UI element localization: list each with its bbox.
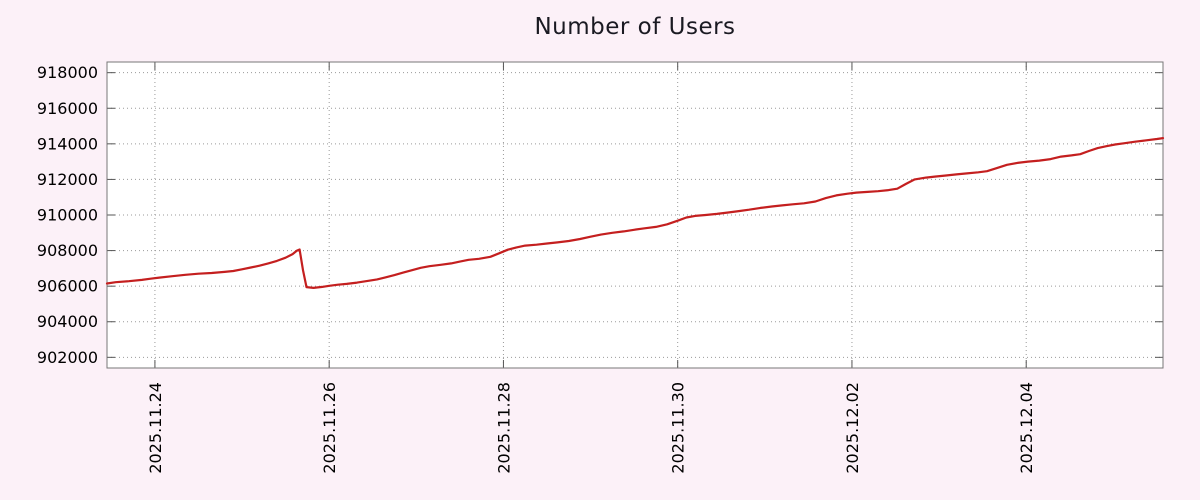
x-tick-label: 2025.12.02 xyxy=(843,382,862,474)
y-tick-label: 904000 xyxy=(37,312,98,331)
x-tick-label: 2025.12.04 xyxy=(1017,382,1036,474)
y-tick-label: 914000 xyxy=(37,134,98,153)
x-tick-label: 2025.11.30 xyxy=(669,382,688,474)
y-tick-label: 916000 xyxy=(37,99,98,118)
y-tick-label: 918000 xyxy=(37,63,98,82)
users-line-series xyxy=(105,137,1165,289)
x-tick-label: 2025.11.28 xyxy=(494,382,513,474)
x-tick-label: 2025.11.26 xyxy=(320,382,339,474)
plot-border xyxy=(106,61,1164,369)
x-tick-label: 2025.11.24 xyxy=(146,382,165,474)
y-tick-label: 908000 xyxy=(37,241,98,260)
chart-title: Number of Users xyxy=(534,14,736,40)
y-tick-label: 910000 xyxy=(37,206,98,225)
y-tick-label: 902000 xyxy=(37,348,98,367)
y-tick-label: 906000 xyxy=(37,277,98,296)
y-tick-label: 912000 xyxy=(37,170,98,189)
